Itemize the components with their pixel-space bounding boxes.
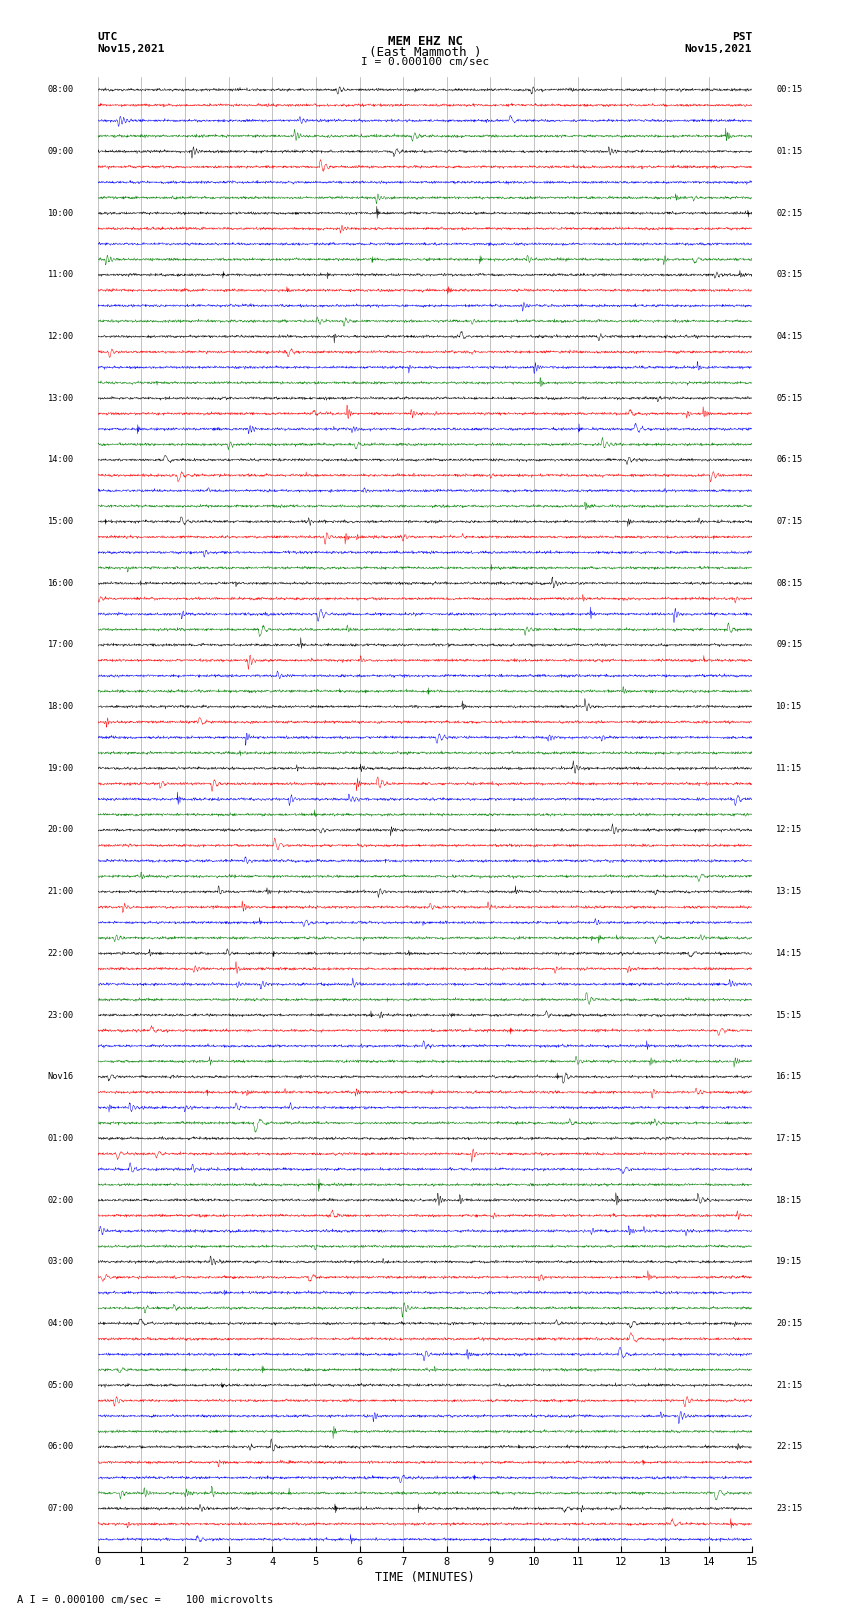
Text: 04:00: 04:00 xyxy=(48,1319,74,1327)
Text: Nov15,2021: Nov15,2021 xyxy=(98,44,165,53)
Text: 19:15: 19:15 xyxy=(776,1257,802,1266)
Text: UTC: UTC xyxy=(98,32,118,42)
Text: Nov16: Nov16 xyxy=(48,1073,74,1081)
Text: 18:00: 18:00 xyxy=(48,702,74,711)
Text: 05:15: 05:15 xyxy=(776,394,802,403)
Text: 12:00: 12:00 xyxy=(48,332,74,340)
Text: 01:15: 01:15 xyxy=(776,147,802,156)
Text: 14:00: 14:00 xyxy=(48,455,74,465)
Text: 12:15: 12:15 xyxy=(776,826,802,834)
Text: 01:00: 01:00 xyxy=(48,1134,74,1144)
Text: 15:00: 15:00 xyxy=(48,518,74,526)
Text: 21:00: 21:00 xyxy=(48,887,74,897)
Text: 07:15: 07:15 xyxy=(776,518,802,526)
Text: 17:00: 17:00 xyxy=(48,640,74,650)
Text: 02:00: 02:00 xyxy=(48,1195,74,1205)
Text: 11:15: 11:15 xyxy=(776,765,802,773)
Text: 09:15: 09:15 xyxy=(776,640,802,650)
Text: 18:15: 18:15 xyxy=(776,1195,802,1205)
Text: 23:00: 23:00 xyxy=(48,1010,74,1019)
Text: 13:00: 13:00 xyxy=(48,394,74,403)
Text: MEM EHZ NC: MEM EHZ NC xyxy=(388,35,462,48)
Text: 17:15: 17:15 xyxy=(776,1134,802,1144)
Text: (East Mammoth ): (East Mammoth ) xyxy=(369,45,481,60)
Text: 08:00: 08:00 xyxy=(48,85,74,94)
Text: Nov15,2021: Nov15,2021 xyxy=(685,44,752,53)
Text: 21:15: 21:15 xyxy=(776,1381,802,1390)
Text: 14:15: 14:15 xyxy=(776,948,802,958)
Text: 10:15: 10:15 xyxy=(776,702,802,711)
Text: 22:00: 22:00 xyxy=(48,948,74,958)
Text: 09:00: 09:00 xyxy=(48,147,74,156)
Text: 06:00: 06:00 xyxy=(48,1442,74,1452)
Text: 15:15: 15:15 xyxy=(776,1010,802,1019)
Text: 20:15: 20:15 xyxy=(776,1319,802,1327)
Text: 05:00: 05:00 xyxy=(48,1381,74,1390)
Text: 07:00: 07:00 xyxy=(48,1503,74,1513)
Text: 22:15: 22:15 xyxy=(776,1442,802,1452)
X-axis label: TIME (MINUTES): TIME (MINUTES) xyxy=(375,1571,475,1584)
Text: 02:15: 02:15 xyxy=(776,208,802,218)
Text: A I = 0.000100 cm/sec =    100 microvolts: A I = 0.000100 cm/sec = 100 microvolts xyxy=(17,1595,273,1605)
Text: I = 0.000100 cm/sec: I = 0.000100 cm/sec xyxy=(361,58,489,68)
Text: 03:00: 03:00 xyxy=(48,1257,74,1266)
Text: 06:15: 06:15 xyxy=(776,455,802,465)
Text: 08:15: 08:15 xyxy=(776,579,802,587)
Text: 19:00: 19:00 xyxy=(48,765,74,773)
Text: 16:00: 16:00 xyxy=(48,579,74,587)
Text: 13:15: 13:15 xyxy=(776,887,802,897)
Text: 04:15: 04:15 xyxy=(776,332,802,340)
Text: 00:15: 00:15 xyxy=(776,85,802,94)
Text: 23:15: 23:15 xyxy=(776,1503,802,1513)
Text: 10:00: 10:00 xyxy=(48,208,74,218)
Text: 03:15: 03:15 xyxy=(776,271,802,279)
Text: 11:00: 11:00 xyxy=(48,271,74,279)
Text: 20:00: 20:00 xyxy=(48,826,74,834)
Text: PST: PST xyxy=(732,32,752,42)
Text: 16:15: 16:15 xyxy=(776,1073,802,1081)
